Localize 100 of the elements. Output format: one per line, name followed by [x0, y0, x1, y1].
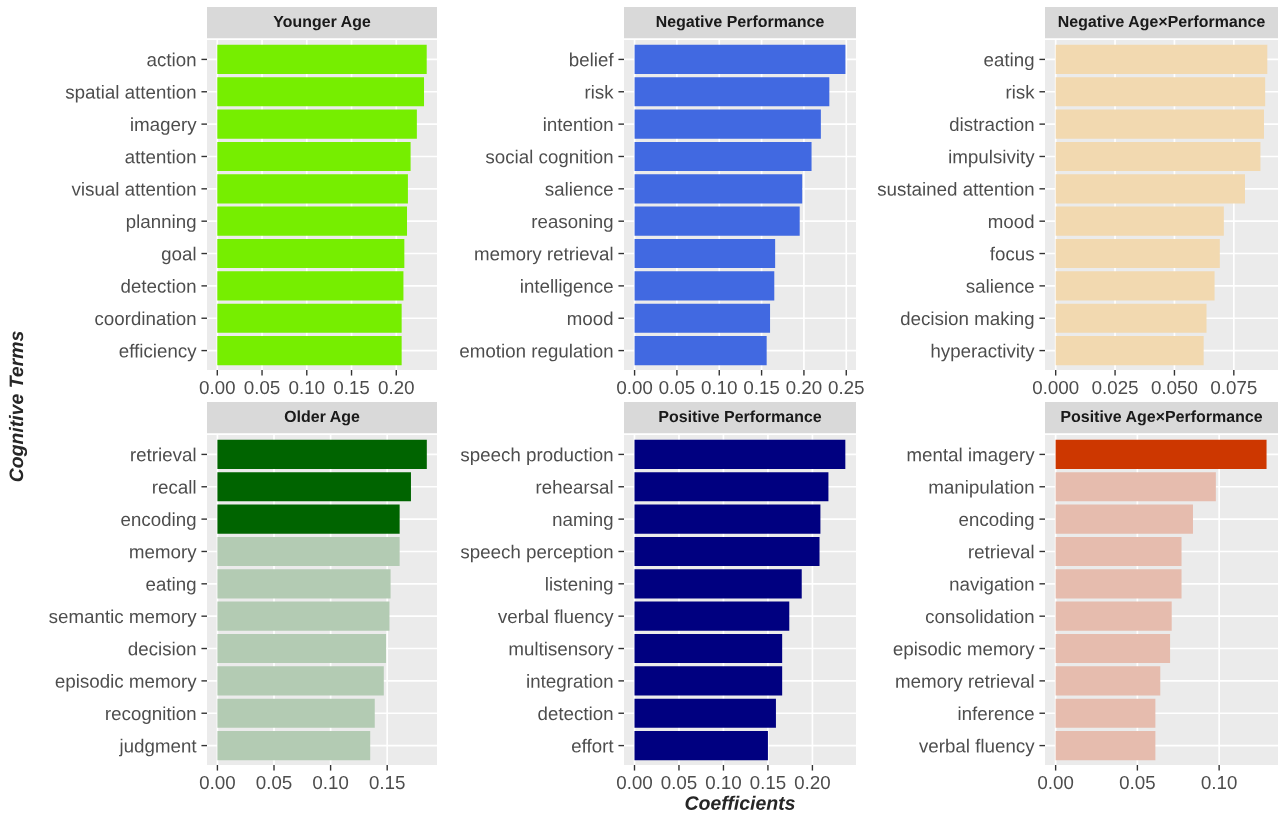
bar	[634, 271, 775, 301]
bar	[1055, 109, 1264, 139]
y-tick-label: action	[147, 52, 196, 67]
bar	[1055, 271, 1215, 301]
y-tick-label: navigation	[950, 577, 1034, 595]
bar	[634, 698, 776, 728]
bar	[217, 44, 427, 74]
x-axis-title: Coefficients	[685, 795, 795, 810]
x-tick-label: 0.10	[1201, 775, 1237, 790]
bar	[217, 666, 384, 696]
y-tick-label: efficiency	[119, 343, 197, 362]
y-tick-label: detection	[121, 279, 196, 293]
bar	[217, 206, 408, 236]
y-tick-label: semantic memory	[49, 609, 197, 627]
y-tick-label: encoding	[959, 512, 1034, 530]
y-tick-label: focus	[990, 246, 1034, 261]
y-tick-label: judgment	[119, 738, 197, 757]
y-tick-label: listening	[546, 577, 613, 595]
y-tick-label: verbal fluency	[918, 738, 1035, 757]
y-tick-label: mood	[988, 214, 1034, 229]
bar	[217, 536, 400, 567]
bar	[1055, 44, 1268, 74]
x-tick-label: 0.00	[617, 380, 653, 395]
y-tick-label: distraction	[949, 117, 1034, 132]
chart-title: Younger Age	[273, 15, 371, 31]
y-tick-label: decision	[128, 641, 196, 656]
y-tick-label: effort	[571, 738, 614, 753]
y-tick-label: risk	[585, 84, 614, 99]
bar	[217, 109, 417, 139]
x-tick-label: 0.10	[705, 775, 741, 790]
y-tick-label: manipulation	[929, 479, 1034, 498]
y-tick-label: episodic memory	[55, 674, 197, 692]
y-tick-label: detection	[538, 706, 613, 721]
y-tick-label: inference	[958, 706, 1034, 721]
y-tick-label: retrieval	[131, 447, 196, 462]
y-tick-label: memory	[130, 548, 197, 563]
y-tick-label: eating	[984, 52, 1034, 71]
x-tick-label: 0.05	[1119, 775, 1155, 790]
bar	[217, 271, 404, 301]
bar	[1055, 666, 1161, 696]
y-tick-label: salience	[545, 182, 613, 196]
bar	[634, 206, 800, 236]
bar	[1055, 206, 1224, 236]
y-tick-label: mental imagery	[907, 447, 1035, 466]
bar	[217, 238, 405, 269]
y-tick-label: visual attention	[71, 182, 196, 196]
bar	[634, 141, 812, 172]
bar	[1055, 698, 1156, 728]
chart-title: Positive Performance	[659, 410, 822, 423]
y-tick-label: attention	[125, 149, 196, 164]
y-tick-label: salience	[966, 279, 1034, 293]
x-tick-label: 0.25	[828, 380, 864, 395]
y-tick-label: consolidation	[925, 609, 1034, 624]
bar	[1055, 569, 1182, 599]
bar	[1055, 633, 1171, 664]
x-tick-label: 0.00	[616, 775, 653, 790]
chart-title: Older Age	[284, 410, 360, 426]
y-tick-label: rehearsal	[536, 479, 613, 494]
y-tick-label: decision making	[900, 311, 1034, 329]
chart-title: Negative Performance	[656, 15, 824, 31]
y-tick-label: hyperactivity	[931, 343, 1035, 362]
x-tick-label: 0.10	[313, 775, 349, 790]
bar	[217, 303, 402, 333]
y-tick-label: spatial attention	[65, 84, 196, 103]
bar	[634, 174, 803, 204]
bar	[634, 303, 771, 333]
x-tick-label: 0.00	[199, 380, 235, 395]
y-tick-label: retrieval	[969, 544, 1034, 559]
y-tick-label: speech production	[460, 447, 613, 466]
y-tick-label: integration	[527, 674, 613, 692]
y-tick-label: imagery	[131, 117, 197, 135]
bar	[217, 472, 411, 502]
y-tick-label: planning	[126, 214, 196, 232]
bar	[217, 698, 375, 728]
bar	[634, 439, 846, 469]
y-tick-label: recall	[153, 479, 196, 494]
bar	[1055, 174, 1245, 204]
bar	[1055, 77, 1266, 107]
chart-title: Positive Age×Performance	[1061, 410, 1263, 426]
bar	[1055, 238, 1220, 269]
y-tick-label: emotion regulation	[460, 343, 613, 362]
bar	[217, 77, 425, 107]
bar	[1055, 439, 1267, 469]
x-tick-label: 0.15	[369, 775, 405, 790]
bar	[1055, 472, 1216, 502]
x-tick-label: 0.15	[750, 775, 786, 790]
x-tick-label: 0.00	[1038, 775, 1074, 790]
bar	[634, 601, 790, 631]
y-tick-label: coordination	[95, 311, 196, 326]
y-tick-label: reasoning	[532, 214, 613, 232]
x-tick-label: 0.15	[334, 380, 369, 395]
x-tick-label: 0.20	[786, 380, 822, 395]
y-tick-label: speech perception	[460, 544, 613, 563]
bar	[634, 633, 783, 664]
y-tick-label: sustained attention	[877, 182, 1034, 196]
bar	[1055, 303, 1207, 333]
chart-title: Negative Age×Performance	[1058, 15, 1265, 31]
x-tick-label: 0.10	[701, 380, 737, 395]
bar	[634, 731, 768, 761]
y-tick-label: encoding	[121, 512, 196, 530]
